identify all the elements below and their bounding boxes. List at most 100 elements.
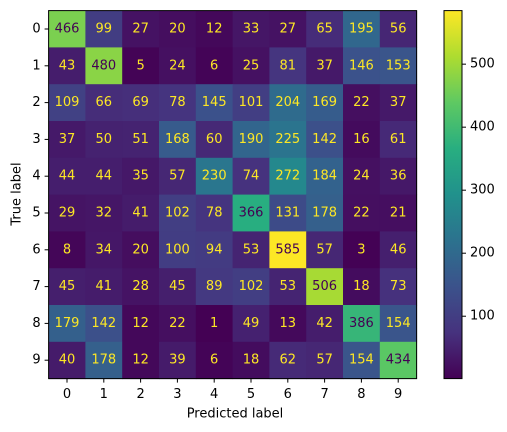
cell-label: 20 [169, 22, 186, 37]
heatmap-cell [379, 47, 418, 85]
cell-label: 109 [55, 95, 80, 110]
heatmap-cell [232, 268, 270, 306]
heatmap-cell [232, 10, 270, 48]
cell-label: 65 [316, 22, 333, 37]
cell-label: 230 [202, 169, 227, 184]
heatmap-cell [48, 305, 86, 343]
heatmap-cell [85, 231, 123, 269]
cell-label: 33 [243, 22, 260, 37]
heatmap-cell [159, 194, 197, 232]
cell-label: 24 [169, 58, 186, 73]
cell-label: 131 [275, 206, 300, 221]
cell-label: 168 [165, 132, 190, 147]
cell-label: 146 [349, 58, 374, 73]
cell-label: 53 [280, 279, 297, 294]
cell-label: 37 [316, 58, 333, 73]
cell-label: 78 [169, 95, 186, 110]
cell-label: 20 [132, 242, 149, 257]
heatmap-cell [306, 305, 344, 343]
heatmap-cell [159, 231, 197, 269]
heatmap-cell [232, 305, 270, 343]
cell-label: 36 [390, 169, 407, 184]
heatmap-cell [159, 10, 197, 48]
cell-label: 145 [202, 95, 227, 110]
heatmap-cell [306, 121, 344, 159]
y-tick-label: 6 [32, 242, 40, 257]
cell-label: 100 [165, 242, 190, 257]
cell-label: 22 [353, 95, 370, 110]
cell-label: 44 [96, 169, 113, 184]
heatmap-cell [122, 84, 160, 122]
cell-label: 142 [91, 316, 116, 331]
heatmap-cell [379, 194, 418, 232]
cell-label: 56 [390, 22, 407, 37]
heatmap-cell [379, 231, 418, 269]
cell-label: 12 [206, 22, 223, 37]
cell-label: 41 [96, 279, 113, 294]
colorbar-tick-label: 500 [470, 57, 495, 72]
heatmap-cell [159, 47, 197, 85]
heatmap-cell [122, 268, 160, 306]
y-tick-label: 7 [32, 279, 40, 294]
heatmap-cell [122, 231, 160, 269]
cell-label: 57 [316, 242, 333, 257]
heatmap-cell [379, 157, 418, 196]
heatmap-cell [306, 268, 344, 306]
heatmap-cell [343, 157, 381, 196]
heatmap-cell [269, 341, 307, 380]
cell-label: 506 [312, 279, 337, 294]
cell-label: 74 [243, 169, 260, 184]
heatmap-cell [48, 47, 86, 85]
heatmap-cell [343, 231, 381, 269]
heatmap-cell [379, 341, 418, 380]
heatmap-cell [343, 305, 381, 343]
heatmap-cell [195, 194, 234, 232]
heatmap-cell [48, 10, 86, 48]
cell-label: 61 [390, 132, 407, 147]
x-tick-label: 2 [136, 387, 144, 402]
heatmap-cell [379, 121, 418, 159]
heatmap-cell [122, 10, 160, 48]
cell-label: 21 [390, 206, 407, 221]
cell-label: 154 [386, 316, 411, 331]
heatmap-cell [379, 268, 418, 306]
heatmap-cell [232, 341, 270, 380]
heatmap-cell [232, 231, 270, 269]
heatmap-cell [195, 47, 234, 85]
heatmap-cell [85, 10, 123, 48]
x-tick-label: 1 [100, 387, 108, 402]
cell-label: 1 [210, 316, 218, 331]
heatmap-cell [195, 84, 234, 122]
cell-label: 44 [59, 169, 76, 184]
y-tick-label: 3 [32, 132, 40, 147]
cell-label: 49 [243, 316, 260, 331]
heatmap-cell [232, 157, 270, 196]
heatmap-cell [122, 157, 160, 196]
cell-label: 195 [349, 22, 374, 37]
heatmap-cell [85, 341, 123, 380]
heatmap-cell [306, 10, 344, 48]
cell-label: 184 [312, 169, 337, 184]
cell-label: 45 [169, 279, 186, 294]
heatmap-cell [159, 84, 197, 122]
heatmap-cell [195, 157, 234, 196]
heatmap-cell [48, 121, 86, 159]
x-tick-label: 6 [284, 387, 292, 402]
cell-label: 22 [353, 206, 370, 221]
cell-label: 5 [136, 58, 144, 73]
cell-label: 37 [390, 95, 407, 110]
cell-label: 8 [63, 242, 71, 257]
cell-label: 178 [91, 353, 116, 368]
cell-label: 46 [390, 242, 407, 257]
cell-label: 3 [357, 242, 365, 257]
cell-label: 12 [132, 353, 149, 368]
cell-label: 81 [280, 58, 297, 73]
heatmap-cell [306, 341, 344, 380]
cell-label: 16 [353, 132, 370, 147]
heatmap-cell [48, 341, 86, 380]
colorbar-tick-label: 400 [470, 120, 495, 135]
cell-label: 386 [349, 316, 374, 331]
heatmap-cell [343, 268, 381, 306]
x-tick-label: 8 [357, 387, 365, 402]
y-tick-label: 9 [32, 353, 40, 368]
